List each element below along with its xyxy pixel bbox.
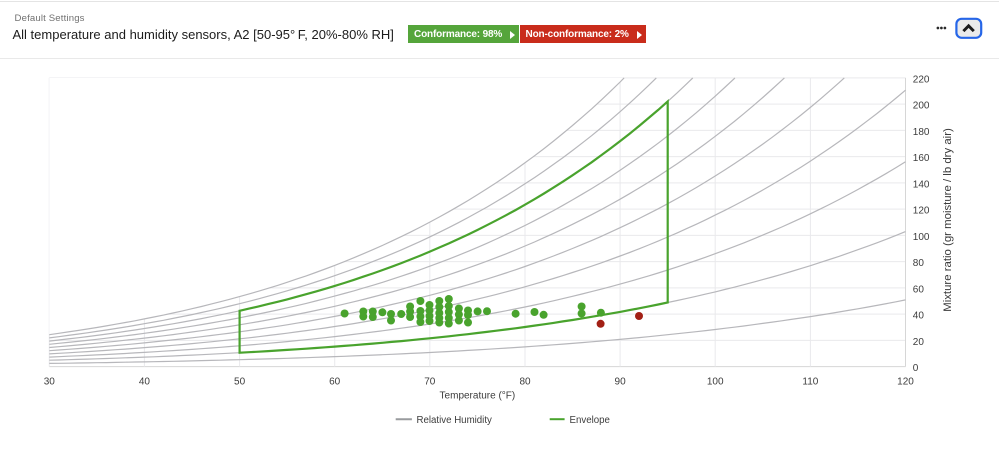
svg-text:Relative Humidity: Relative Humidity [417, 415, 493, 426]
svg-text:200: 200 [913, 101, 930, 112]
svg-text:20: 20 [913, 337, 925, 348]
svg-text:30: 30 [44, 376, 56, 387]
svg-text:90: 90 [615, 376, 627, 387]
svg-text:100: 100 [913, 232, 930, 243]
svg-text:Temperature (°F): Temperature (°F) [440, 391, 516, 402]
svg-text:40: 40 [913, 311, 925, 322]
svg-text:50: 50 [234, 376, 246, 387]
svg-text:40: 40 [139, 376, 151, 387]
svg-text:70: 70 [424, 376, 436, 387]
svg-text:160: 160 [913, 153, 930, 164]
svg-text:80: 80 [519, 376, 531, 387]
svg-text:120: 120 [897, 376, 914, 387]
svg-text:Mixture ratio (gr moisture / l: Mixture ratio (gr moisture / lb dry air) [942, 128, 954, 312]
svg-text:180: 180 [913, 127, 930, 138]
svg-text:Envelope: Envelope [570, 415, 610, 426]
svg-text:60: 60 [913, 284, 925, 295]
svg-text:60: 60 [329, 376, 341, 387]
svg-text:0: 0 [913, 363, 919, 374]
svg-text:110: 110 [802, 376, 818, 387]
svg-text:100: 100 [707, 376, 724, 387]
svg-text:80: 80 [913, 258, 925, 269]
svg-text:120: 120 [913, 206, 930, 217]
svg-text:140: 140 [913, 179, 930, 190]
svg-text:220: 220 [913, 74, 930, 85]
